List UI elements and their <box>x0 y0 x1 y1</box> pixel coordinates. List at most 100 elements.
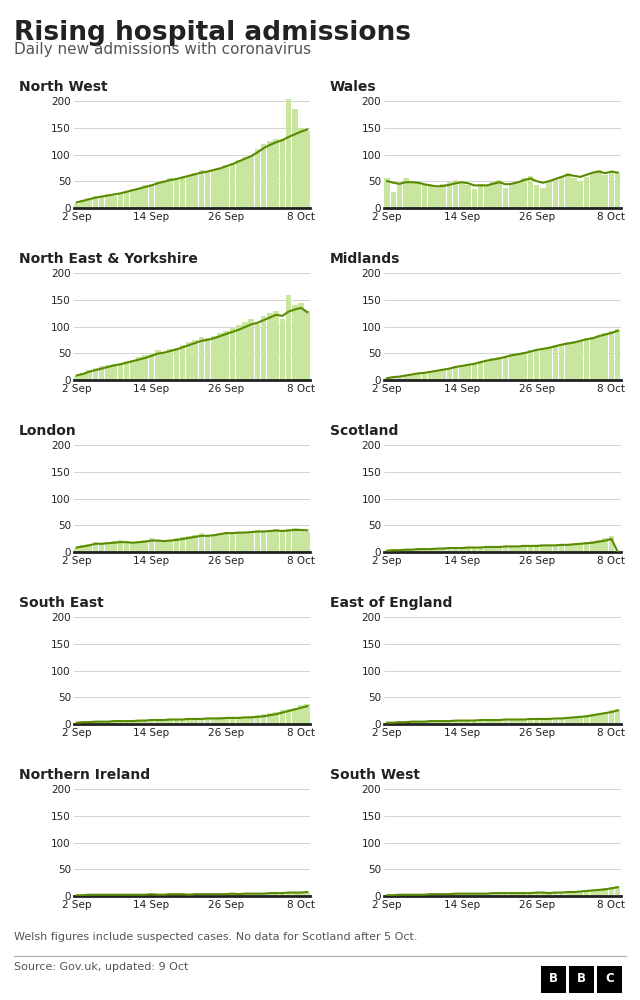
Bar <box>422 894 428 896</box>
Bar <box>261 893 266 896</box>
Bar <box>609 536 614 552</box>
Bar <box>403 722 408 724</box>
Text: Welsh figures include suspected cases. No data for Scotland after 5 Oct.: Welsh figures include suspected cases. N… <box>14 932 417 942</box>
Bar <box>547 181 552 208</box>
Bar <box>74 204 79 208</box>
Bar <box>93 722 98 724</box>
Bar <box>447 548 452 552</box>
Bar <box>434 370 440 380</box>
Bar <box>565 717 571 724</box>
Bar <box>118 540 123 552</box>
Bar <box>509 719 515 724</box>
Bar <box>248 716 254 724</box>
Bar <box>136 895 142 896</box>
Bar <box>148 184 154 208</box>
Bar <box>242 157 248 208</box>
Bar <box>497 180 502 208</box>
Bar <box>267 893 273 896</box>
Bar <box>609 331 614 380</box>
FancyBboxPatch shape <box>541 966 566 992</box>
Bar <box>180 894 186 896</box>
Bar <box>223 532 229 552</box>
Bar <box>590 173 596 208</box>
Bar <box>223 331 229 380</box>
Bar <box>148 894 154 896</box>
Bar <box>565 892 571 896</box>
Bar <box>559 718 564 724</box>
Bar <box>99 895 104 896</box>
Bar <box>155 541 161 552</box>
Bar <box>168 349 173 380</box>
Bar <box>615 886 621 896</box>
Bar <box>242 322 248 380</box>
Bar <box>572 178 577 208</box>
Bar <box>502 546 508 552</box>
Bar <box>534 185 540 208</box>
Bar <box>428 186 433 208</box>
Bar <box>180 719 186 724</box>
Bar <box>186 895 192 896</box>
Bar <box>205 894 211 896</box>
Bar <box>422 721 428 724</box>
Bar <box>497 546 502 552</box>
Bar <box>534 545 540 552</box>
Bar <box>280 893 285 896</box>
Bar <box>397 184 403 208</box>
Bar <box>217 717 223 724</box>
Bar <box>509 546 515 552</box>
Bar <box>80 722 86 724</box>
Bar <box>186 176 192 208</box>
Bar <box>86 544 92 552</box>
Bar <box>242 717 248 724</box>
Bar <box>136 541 142 552</box>
Bar <box>434 894 440 896</box>
Text: Daily new admissions with coronavirus: Daily new admissions with coronavirus <box>14 42 311 57</box>
Bar <box>459 548 465 552</box>
Bar <box>440 721 446 724</box>
Bar <box>161 542 167 552</box>
Bar <box>384 378 390 380</box>
Bar <box>602 175 608 208</box>
Text: Midlands: Midlands <box>330 252 400 266</box>
Bar <box>577 181 583 208</box>
Bar <box>415 722 421 724</box>
Bar <box>236 717 241 724</box>
Bar <box>236 894 241 896</box>
Bar <box>434 188 440 208</box>
Bar <box>552 718 558 724</box>
Bar <box>273 529 279 552</box>
Bar <box>522 178 527 208</box>
Bar <box>168 720 173 724</box>
Bar <box>428 894 433 896</box>
Bar <box>422 549 428 552</box>
Bar <box>527 546 533 552</box>
Bar <box>465 894 471 896</box>
Bar <box>584 715 589 724</box>
Bar <box>74 376 79 380</box>
Bar <box>384 723 390 724</box>
Bar <box>459 365 465 380</box>
Bar <box>453 894 458 896</box>
Bar <box>465 364 471 380</box>
Bar <box>118 193 123 208</box>
Bar <box>248 319 254 380</box>
Bar <box>161 894 167 896</box>
Bar <box>559 892 564 896</box>
Bar <box>440 369 446 380</box>
Bar <box>490 358 496 380</box>
Bar <box>242 894 248 896</box>
Bar <box>484 720 490 724</box>
Bar <box>540 719 546 724</box>
Bar <box>540 348 546 380</box>
Bar <box>105 895 111 896</box>
Bar <box>584 338 589 380</box>
Bar <box>80 200 86 208</box>
Bar <box>572 892 577 896</box>
Bar <box>305 131 310 208</box>
Bar <box>515 893 521 896</box>
Bar <box>205 338 211 380</box>
Bar <box>155 720 161 724</box>
Bar <box>124 542 129 552</box>
Bar <box>440 184 446 208</box>
Bar <box>261 144 266 208</box>
